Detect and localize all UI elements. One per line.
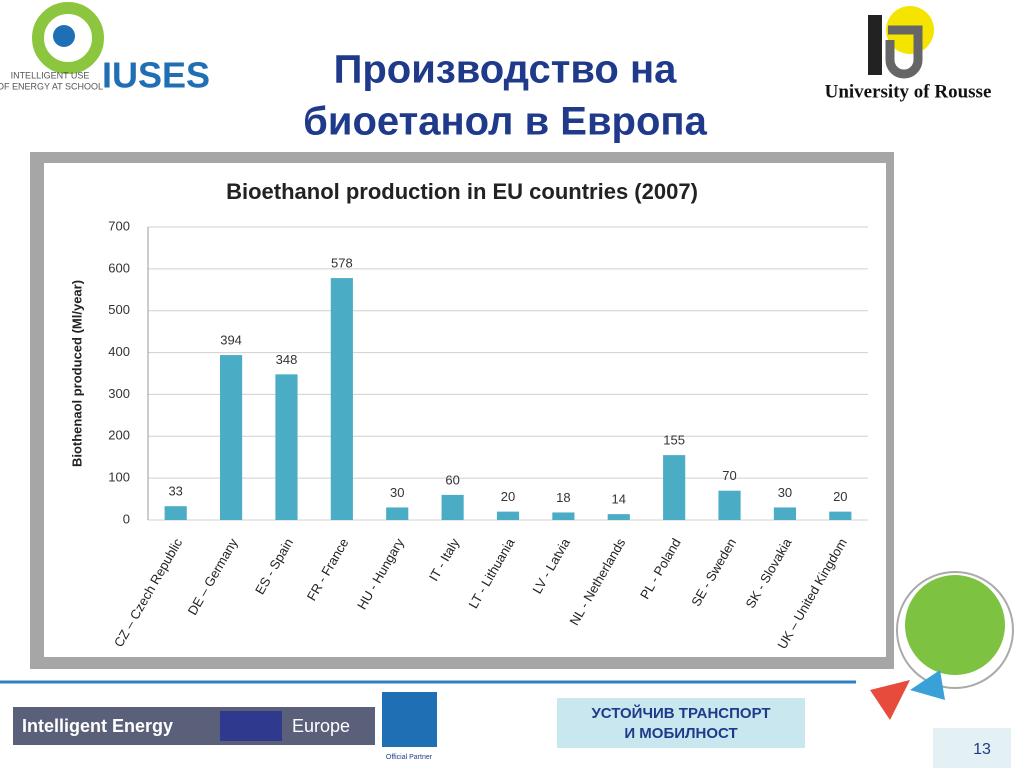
bar: [220, 355, 243, 520]
bar: [829, 511, 852, 520]
value-label: 394: [220, 333, 242, 348]
value-label: 33: [168, 484, 182, 499]
logo-dot: [53, 25, 75, 47]
y-tick-label: 600: [108, 260, 130, 275]
value-label: 70: [722, 468, 736, 483]
bar: [773, 507, 796, 520]
logo-tagline: INTELLIGENT USE: [11, 70, 90, 80]
y-tick-label: 300: [108, 386, 130, 401]
logo-ring: [32, 2, 104, 74]
value-label: 30: [390, 485, 404, 500]
value-label: 348: [276, 352, 298, 367]
slide-title: Производство на: [334, 48, 678, 92]
y-tick-label: 200: [108, 428, 130, 443]
bar: [718, 490, 741, 520]
ie-banner: [13, 707, 375, 745]
bar: [441, 494, 464, 520]
topic-box: [557, 698, 805, 748]
y-tick-label: 500: [108, 302, 130, 317]
value-label: 30: [778, 485, 792, 500]
y-tick-label: 0: [123, 511, 130, 526]
ie-banner-text: Europe: [292, 716, 350, 736]
y-tick-label: 100: [108, 470, 130, 485]
eu-flag: [220, 711, 282, 741]
partner-logo: [382, 692, 437, 747]
y-tick-label: 700: [108, 218, 130, 233]
y-axis-label: Biothenaol produced (Ml/year): [69, 280, 84, 467]
value-label: 18: [556, 490, 570, 505]
value-label: 155: [663, 433, 685, 448]
value-label: 20: [501, 489, 515, 504]
topic-text: И МОБИЛНОСТ: [624, 725, 737, 742]
logo-tagline: OF ENERGY AT SCHOOL: [0, 81, 103, 91]
value-label: 578: [331, 256, 353, 271]
value-label: 14: [612, 492, 626, 507]
page-number: 13: [973, 741, 991, 758]
y-tick-label: 400: [108, 344, 130, 359]
logo-name: IUSES: [102, 55, 210, 96]
bar: [496, 511, 520, 520]
bar: [275, 374, 298, 520]
topic-text: УСТОЙЧИВ ТРАНСПОРТ: [591, 704, 770, 722]
logo-u: [885, 25, 923, 79]
chart-title: Bioethanol production in EU countries (2…: [226, 179, 698, 204]
partner-text: Official Partner: [386, 754, 433, 761]
bar: [607, 514, 630, 520]
bar: [164, 506, 187, 520]
logo-university: University of Rousse: [825, 81, 992, 102]
pinwheel: [870, 680, 910, 720]
logo-bar: [868, 15, 882, 75]
bar: [663, 455, 686, 520]
bar: [552, 512, 575, 520]
page-box: [933, 728, 1011, 768]
bar: [330, 278, 353, 520]
bar: [386, 507, 409, 520]
pinwheel: [910, 670, 945, 700]
slide-title: биоетанол в Европа: [303, 100, 707, 144]
value-label: 20: [833, 489, 847, 504]
value-label: 60: [445, 472, 459, 487]
globe: [905, 575, 1005, 675]
chart-area: [44, 163, 886, 657]
ie-banner-text: Intelligent Energy: [22, 716, 173, 736]
